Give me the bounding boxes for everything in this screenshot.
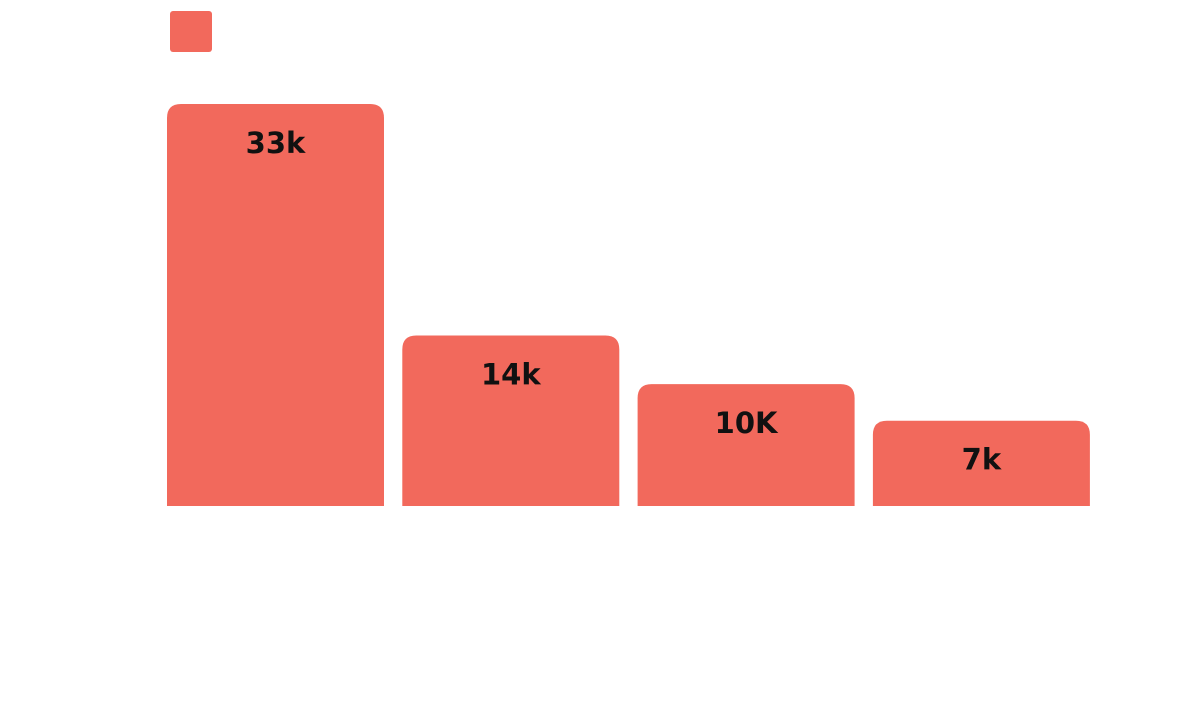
bar-value-label-4: 7k xyxy=(962,443,1002,477)
bar-value-label-1: 33k xyxy=(246,126,306,160)
bar-group xyxy=(167,104,1090,506)
bar-value-label-3: 10K xyxy=(715,406,779,440)
legend-swatch xyxy=(170,11,212,52)
bar-4 xyxy=(872,420,1090,506)
bar-value-label-2: 14k xyxy=(481,357,541,391)
data-label-group: 33k 14k 10K 7k xyxy=(246,126,1002,477)
bar-1 xyxy=(167,104,384,506)
bar-3 xyxy=(637,384,855,506)
bar-2 xyxy=(402,335,620,506)
